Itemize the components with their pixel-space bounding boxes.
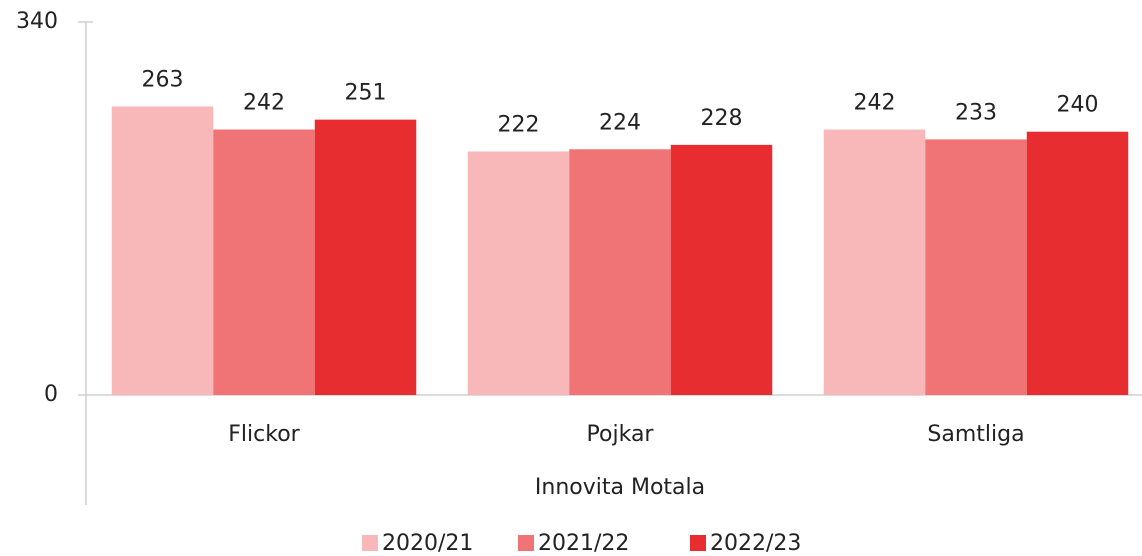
legend-label: 2020/21 — [382, 531, 473, 556]
bar — [213, 129, 315, 395]
y-tick-label: 340 — [16, 9, 58, 34]
x-tick-label: Pojkar — [587, 422, 655, 447]
x-axis-title: Innovita Motala — [535, 475, 705, 500]
bar — [111, 106, 214, 396]
legend-label: 2022/23 — [710, 531, 801, 556]
bar — [467, 151, 570, 395]
bar — [925, 139, 1027, 395]
y-tick-label: 0 — [44, 382, 58, 407]
data-label: 251 — [345, 81, 387, 106]
data-label: 224 — [599, 110, 641, 135]
data-label: 228 — [701, 106, 743, 131]
bar — [823, 129, 926, 395]
legend-label: 2021/22 — [538, 531, 629, 556]
data-label: 240 — [1057, 93, 1099, 118]
data-label: 242 — [243, 91, 285, 116]
legend-swatch — [690, 535, 706, 551]
legend-swatch — [362, 535, 378, 551]
data-label: 242 — [854, 91, 896, 116]
data-label: 233 — [955, 100, 997, 125]
x-tick-label: Flickor — [228, 422, 300, 447]
bar — [670, 144, 773, 395]
x-tick-label: Samtliga — [927, 422, 1024, 447]
bar — [1026, 131, 1129, 396]
data-label: 222 — [498, 112, 540, 137]
legend-swatch — [518, 535, 534, 551]
data-label: 263 — [142, 67, 184, 92]
bar — [314, 119, 417, 395]
bar — [569, 149, 671, 395]
